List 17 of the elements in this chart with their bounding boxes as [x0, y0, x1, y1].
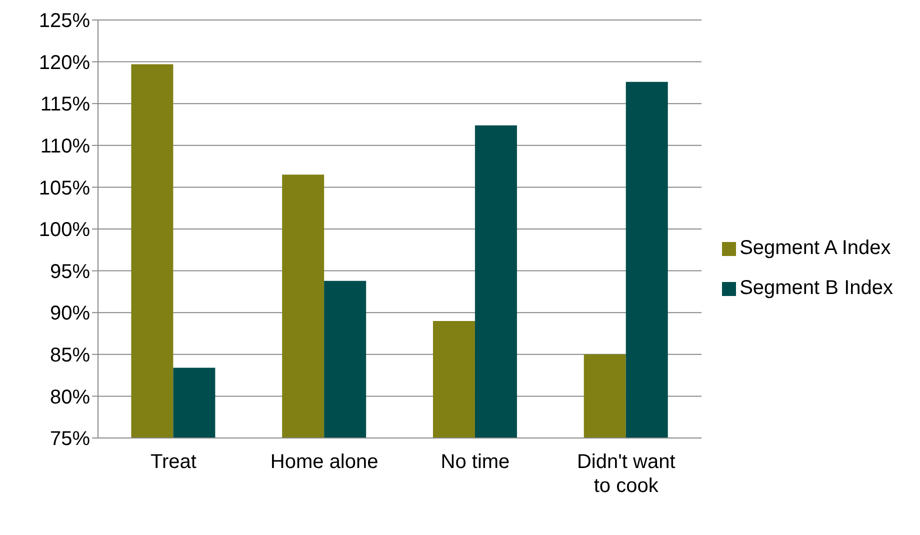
y-tick-label: 125%	[38, 10, 90, 32]
y-tick-label: 120%	[38, 52, 90, 74]
legend-label: Segment B Index	[740, 277, 893, 299]
x-tick-label: Didn't want to cook	[576, 451, 676, 497]
x-tick-label: Home alone	[270, 451, 378, 473]
y-tick-label: 75%	[50, 428, 90, 450]
y-tick-label: 110%	[40, 136, 90, 158]
x-tick-label: No time	[440, 451, 510, 473]
y-tick-label: 115%	[40, 94, 90, 116]
y-tick-label: 80%	[50, 386, 90, 408]
y-tick-label: 95%	[50, 260, 90, 283]
x-tick-label: Treat	[150, 451, 197, 473]
y-tick-label: 85%	[50, 344, 90, 366]
y-tick-label: 100%	[38, 219, 90, 242]
y-tick-label: 90%	[50, 302, 90, 325]
legend-label: Segment A Index	[740, 237, 891, 259]
y-tick-label: 105%	[38, 177, 90, 200]
